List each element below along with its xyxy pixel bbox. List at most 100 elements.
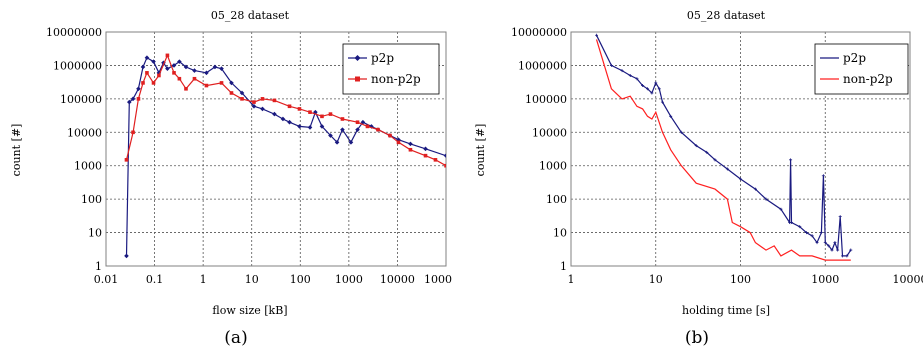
y-tick-label: 100 [546, 193, 567, 206]
data-point [408, 141, 413, 147]
caption-b: (b) [685, 328, 709, 348]
x-tick-label: 1000 [424, 273, 452, 286]
data-point [517, 158, 522, 163]
data-point [229, 80, 234, 86]
plot-frame-a [105, 31, 447, 267]
data-point [307, 125, 313, 130]
data-point [798, 225, 802, 229]
data-point [126, 99, 132, 105]
data-point [396, 137, 401, 143]
series-line-non-p2p [125, 53, 446, 167]
data-point [444, 163, 446, 168]
data-point [790, 221, 794, 225]
data-point [560, 211, 564, 215]
data-point [151, 81, 156, 85]
y-tick-label: 1000000 [53, 59, 102, 72]
data-point [396, 140, 401, 145]
data-point [779, 207, 783, 211]
y-tick-label: 10000 [532, 126, 567, 139]
data-point [140, 64, 146, 70]
y-axis-label-b: count [#] [474, 124, 487, 177]
y-tick-label: 100000 [525, 93, 567, 106]
grid-b [571, 32, 910, 266]
y-tick-label: 1 [560, 260, 567, 273]
chart-title-a: 05_28 dataset [211, 9, 290, 22]
data-point [833, 241, 837, 245]
x-axis-label-a: flow size [kB] [212, 304, 287, 317]
data-point [669, 114, 673, 118]
data-point [512, 167, 517, 172]
data-point [821, 174, 825, 178]
y-tick-label: 1000 [74, 160, 102, 173]
data-point [376, 127, 380, 132]
x-tick-label: 1 [200, 273, 207, 286]
data-point [297, 107, 302, 111]
x-tick-labels-a: 0.01 0.1 1 10 100 1000 10000 1000 [94, 273, 452, 286]
data-point [650, 91, 654, 95]
data-point [172, 71, 176, 75]
y-tick-label: 10 [88, 227, 102, 240]
series-p2p [124, 55, 585, 259]
chart-title-b: 05_28 dataset [687, 9, 766, 22]
x-tick-label: 100 [730, 273, 751, 286]
data-point [340, 117, 345, 121]
y-tick-label: 1 [95, 260, 102, 273]
data-point [660, 100, 664, 104]
data-point [319, 124, 325, 129]
data-point [739, 177, 742, 181]
data-point [192, 76, 197, 81]
data-point [841, 254, 845, 258]
data-point [524, 177, 529, 182]
y-tick-label: 1000000 [518, 59, 567, 72]
y-tick-label: 1000 [539, 160, 567, 173]
data-point [212, 64, 218, 70]
data-point [204, 83, 209, 88]
data-point [130, 96, 136, 102]
legend-label: p2p [371, 51, 394, 65]
legend-box [814, 43, 909, 95]
data-point [320, 114, 324, 119]
data-point [539, 197, 543, 201]
y-tick-labels-a: 1 10 100 1000 10000 100000 1000000 10000000 [46, 26, 102, 273]
y-tick-label: 10000 [67, 126, 102, 139]
chart-panel-a: 05_28 dataset 1 10 100 1000 10000 100000 10000… [10, 9, 585, 348]
data-point [491, 163, 496, 168]
data-point [328, 133, 333, 138]
y-tick-label: 10000000 [46, 26, 102, 39]
y-tick-label: 10 [553, 227, 567, 240]
data-point [348, 140, 354, 145]
data-point [646, 87, 650, 91]
data-point [272, 98, 277, 103]
data-point [845, 254, 849, 258]
data-point [580, 200, 585, 205]
data-point [240, 97, 244, 101]
data-point [136, 86, 141, 92]
x-tick-label: 10000 [380, 273, 415, 286]
data-point [184, 86, 188, 91]
y-tick-label: 100 [81, 193, 102, 206]
data-point [239, 90, 245, 96]
x-tick-label: 1000 [811, 273, 839, 286]
caption-a: (a) [224, 328, 247, 348]
data-point [272, 111, 277, 117]
legend-swatch-marker [354, 55, 361, 61]
legend-label: p2p [843, 51, 866, 65]
data-point [679, 130, 683, 134]
y-axis-label-a: count [#] [10, 124, 23, 177]
data-point [151, 59, 156, 64]
data-point [365, 124, 370, 129]
data-point [165, 53, 170, 58]
data-point [136, 97, 141, 101]
data-point [260, 106, 265, 112]
data-point [830, 248, 834, 252]
chart-panel-b: 05_28 dataset 1 10 100 1000 10000 100000 10000… [474, 9, 923, 348]
data-point [713, 158, 717, 162]
data-point [804, 231, 808, 235]
y-tick-label: 10000000 [511, 26, 567, 39]
data-point [565, 215, 569, 219]
data-point [753, 187, 757, 191]
data-point [287, 104, 292, 109]
data-point [512, 181, 516, 185]
data-point [532, 181, 537, 186]
data-point [328, 112, 333, 116]
